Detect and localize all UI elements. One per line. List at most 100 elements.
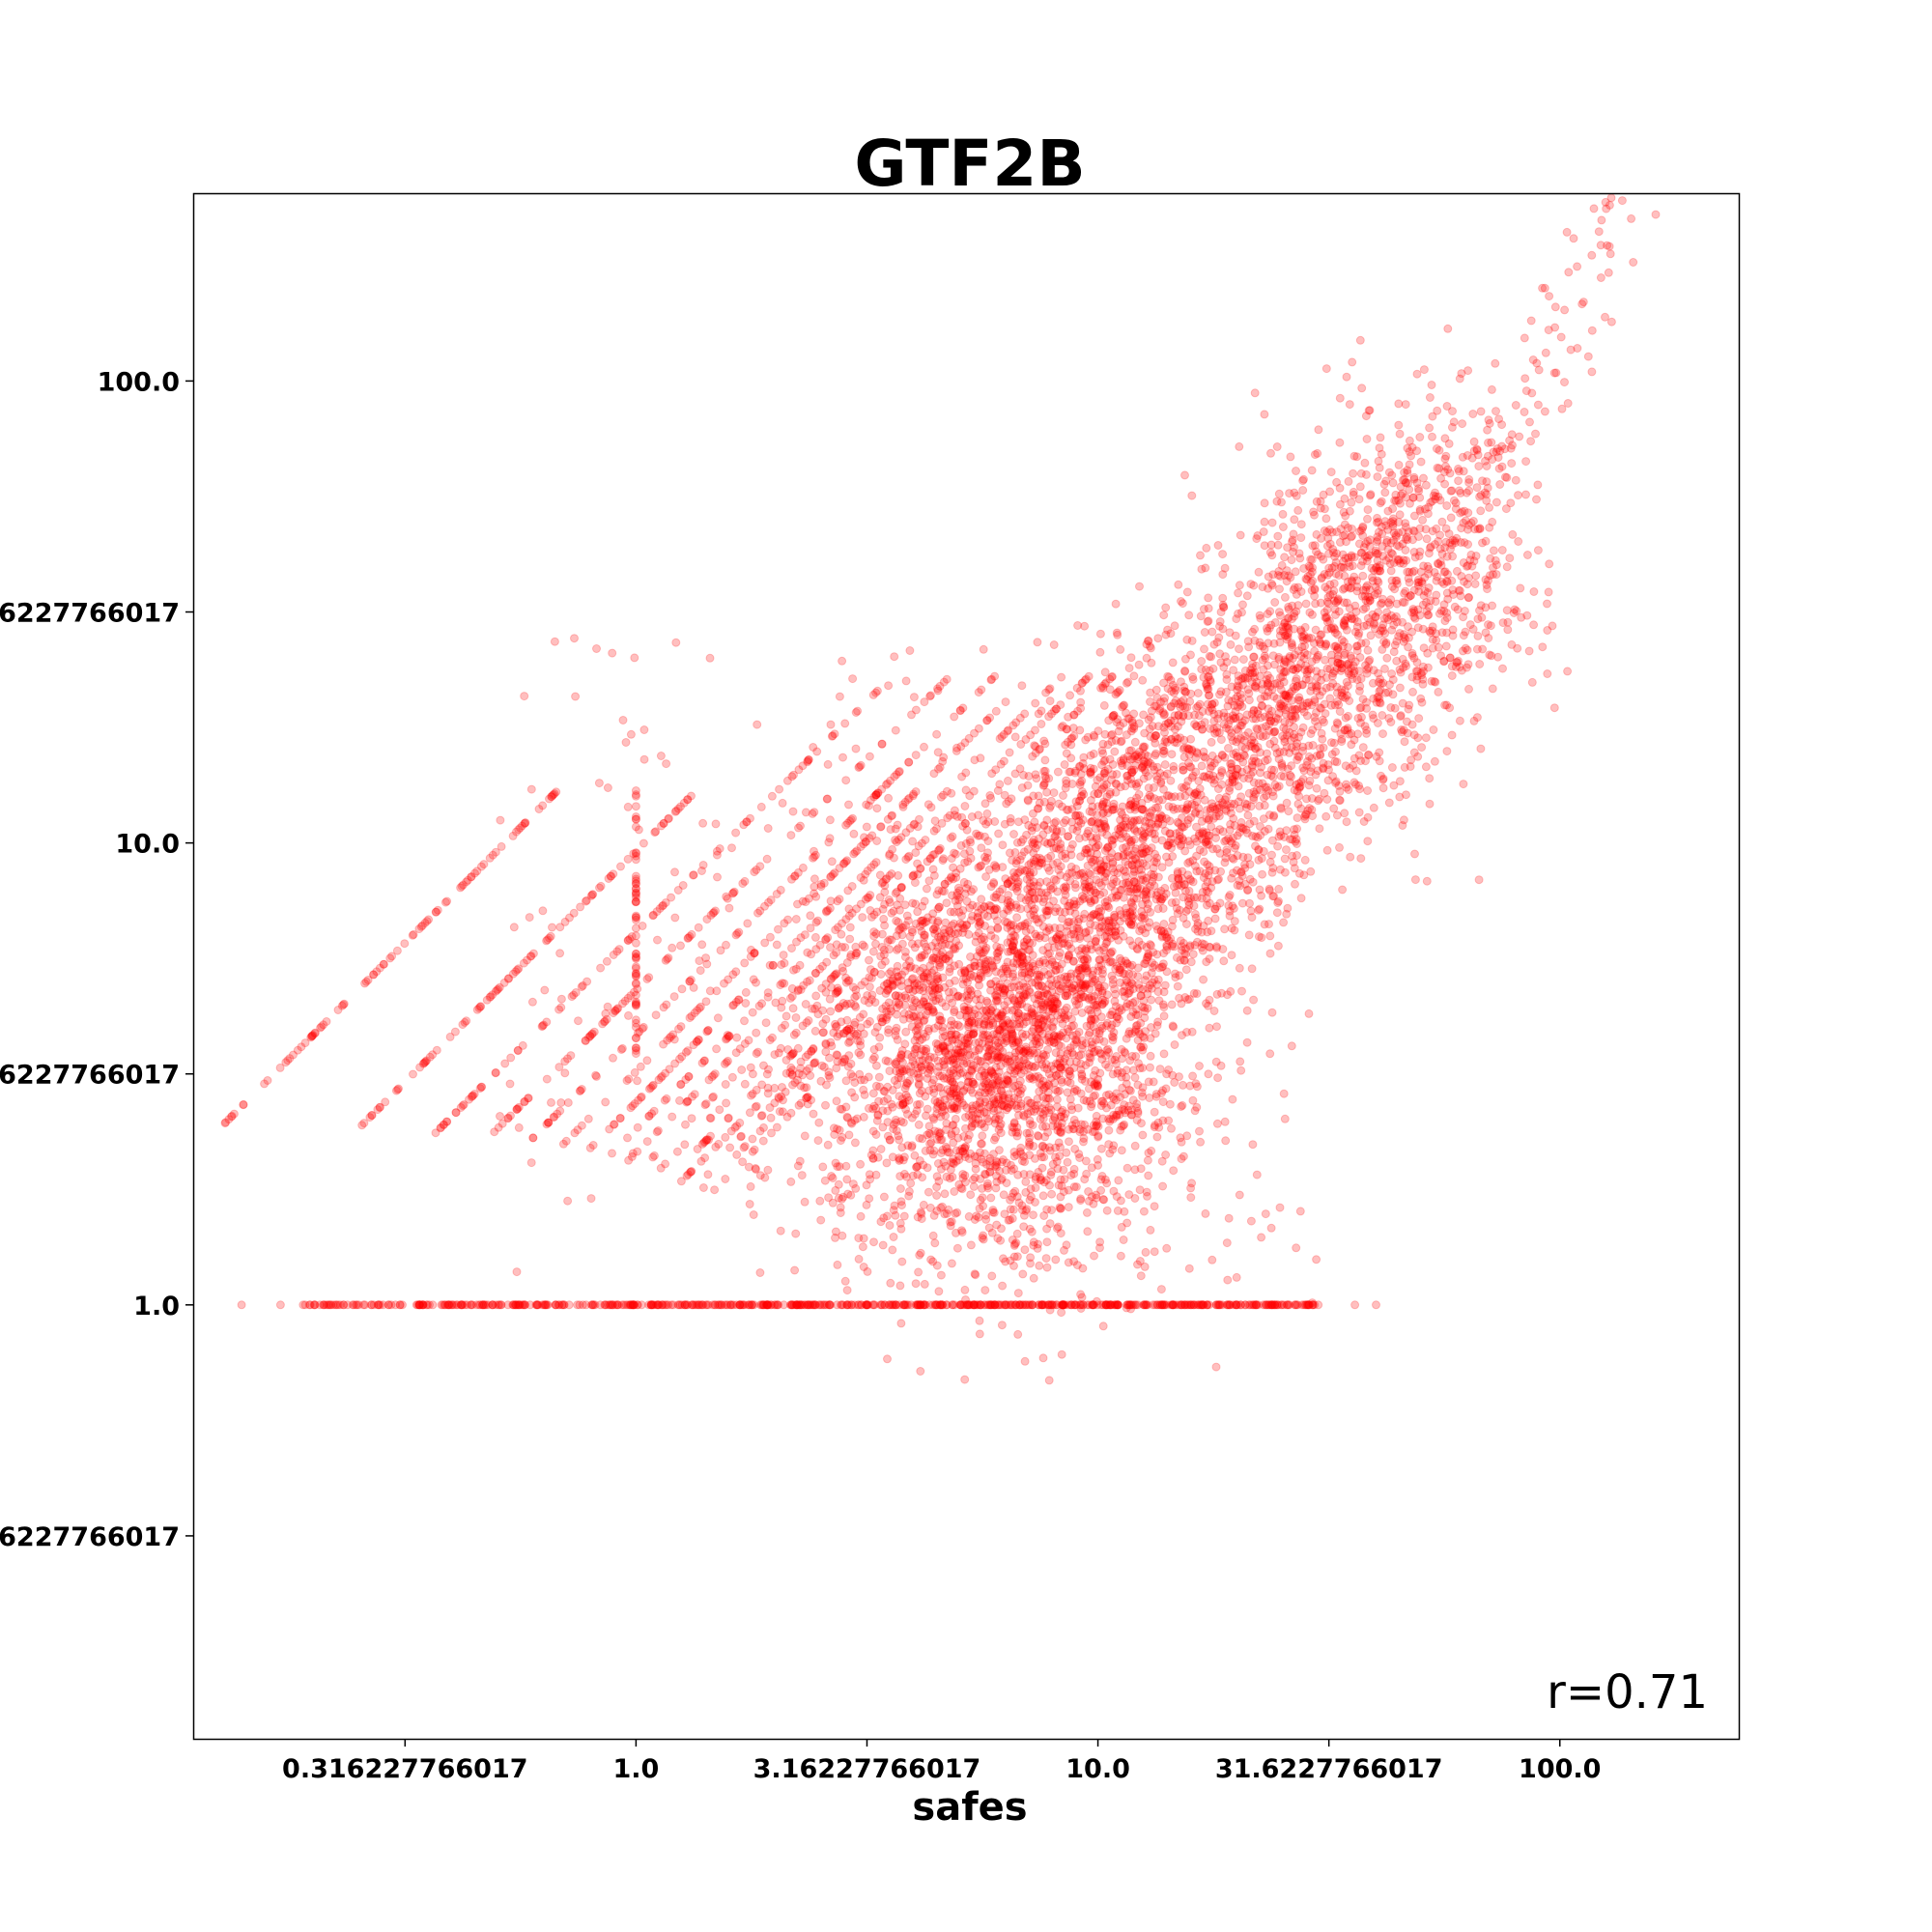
data-point <box>1152 1300 1162 1310</box>
data-point <box>774 924 782 934</box>
data-point <box>1167 1300 1177 1310</box>
data-point <box>806 1071 815 1080</box>
data-point <box>1056 1204 1065 1213</box>
data-point <box>1272 1300 1282 1310</box>
data-point <box>1117 1072 1126 1082</box>
data-point <box>786 831 796 840</box>
data-point <box>856 1159 866 1169</box>
data-point <box>863 1266 872 1276</box>
data-point <box>608 1149 616 1158</box>
data-point <box>916 1300 925 1310</box>
data-point <box>781 1011 791 1021</box>
data-point <box>439 1121 448 1129</box>
data-point <box>651 827 661 837</box>
data-point <box>638 922 647 930</box>
data-point <box>1176 1300 1185 1310</box>
data-point <box>1177 1102 1186 1111</box>
data-point <box>1017 1062 1027 1071</box>
data-point <box>700 1100 710 1110</box>
data-point <box>827 974 837 983</box>
data-point <box>609 1009 618 1018</box>
data-point <box>1279 1300 1289 1310</box>
data-point <box>867 990 877 1000</box>
data-point <box>869 927 879 937</box>
data-point <box>659 818 668 828</box>
data-point <box>622 1076 632 1086</box>
data-point <box>1057 1300 1066 1310</box>
data-point <box>933 1056 943 1065</box>
data-point <box>1035 798 1044 808</box>
data-point <box>1141 1247 1151 1257</box>
data-point <box>470 868 479 878</box>
data-point <box>763 1300 773 1310</box>
data-point <box>917 926 926 936</box>
data-point <box>987 1271 997 1281</box>
data-point <box>825 1073 835 1083</box>
data-point <box>633 984 642 994</box>
data-point <box>992 916 1002 925</box>
data-point <box>810 968 820 978</box>
data-point <box>980 1122 989 1132</box>
data-point <box>712 1044 722 1054</box>
data-point <box>669 992 679 1002</box>
data-point <box>1111 1110 1121 1120</box>
data-point <box>943 813 952 823</box>
data-point <box>367 1111 377 1121</box>
data-point <box>1117 1222 1126 1232</box>
data-point <box>934 1287 944 1296</box>
data-point <box>1042 1224 1052 1234</box>
data-point <box>993 1300 1003 1310</box>
data-point <box>694 1036 703 1045</box>
data-point <box>886 1004 895 1013</box>
data-point <box>563 1054 572 1064</box>
data-point <box>772 940 781 950</box>
data-point <box>923 1187 933 1197</box>
data-point <box>1056 1143 1065 1152</box>
data-point <box>902 1300 912 1310</box>
data-point <box>648 1152 658 1162</box>
data-point <box>1020 709 1030 719</box>
data-point <box>324 1300 333 1310</box>
data-point <box>1143 1155 1152 1165</box>
data-point <box>1185 1081 1195 1091</box>
data-point <box>709 908 719 917</box>
data-point <box>1108 1036 1118 1045</box>
data-point <box>815 1196 825 1206</box>
data-point <box>488 850 497 860</box>
data-point <box>727 1300 737 1310</box>
data-point <box>615 1114 625 1123</box>
data-point <box>791 1013 801 1022</box>
data-point <box>880 1300 890 1310</box>
data-point <box>495 1300 504 1310</box>
data-point <box>1065 1078 1075 1088</box>
data-point <box>1082 1208 1092 1217</box>
data-point <box>870 1028 880 1037</box>
data-point <box>1028 752 1037 761</box>
data-point <box>526 1300 535 1310</box>
data-point <box>781 1056 791 1065</box>
data-point <box>629 849 639 859</box>
data-point <box>1057 672 1066 682</box>
data-point <box>853 706 863 716</box>
data-point <box>919 1200 928 1209</box>
data-point <box>940 1063 950 1072</box>
data-point <box>859 1029 868 1038</box>
data-point <box>1057 1350 1066 1359</box>
data-point <box>224 1115 234 1124</box>
data-point <box>1194 1300 1204 1310</box>
data-point <box>985 1153 995 1163</box>
data-point <box>458 1020 468 1030</box>
data-point <box>794 823 803 833</box>
data-point <box>993 1234 1003 1243</box>
data-point <box>1000 1001 1009 1010</box>
data-point <box>740 958 750 968</box>
data-point <box>942 1300 952 1310</box>
data-point <box>1133 1260 1142 1269</box>
data-point <box>750 1300 759 1310</box>
data-point <box>1130 1141 1140 1151</box>
data-point <box>752 1049 761 1059</box>
data-point <box>928 1231 938 1240</box>
data-point <box>766 895 776 905</box>
data-point <box>1133 1300 1143 1310</box>
data-point <box>844 1130 854 1140</box>
